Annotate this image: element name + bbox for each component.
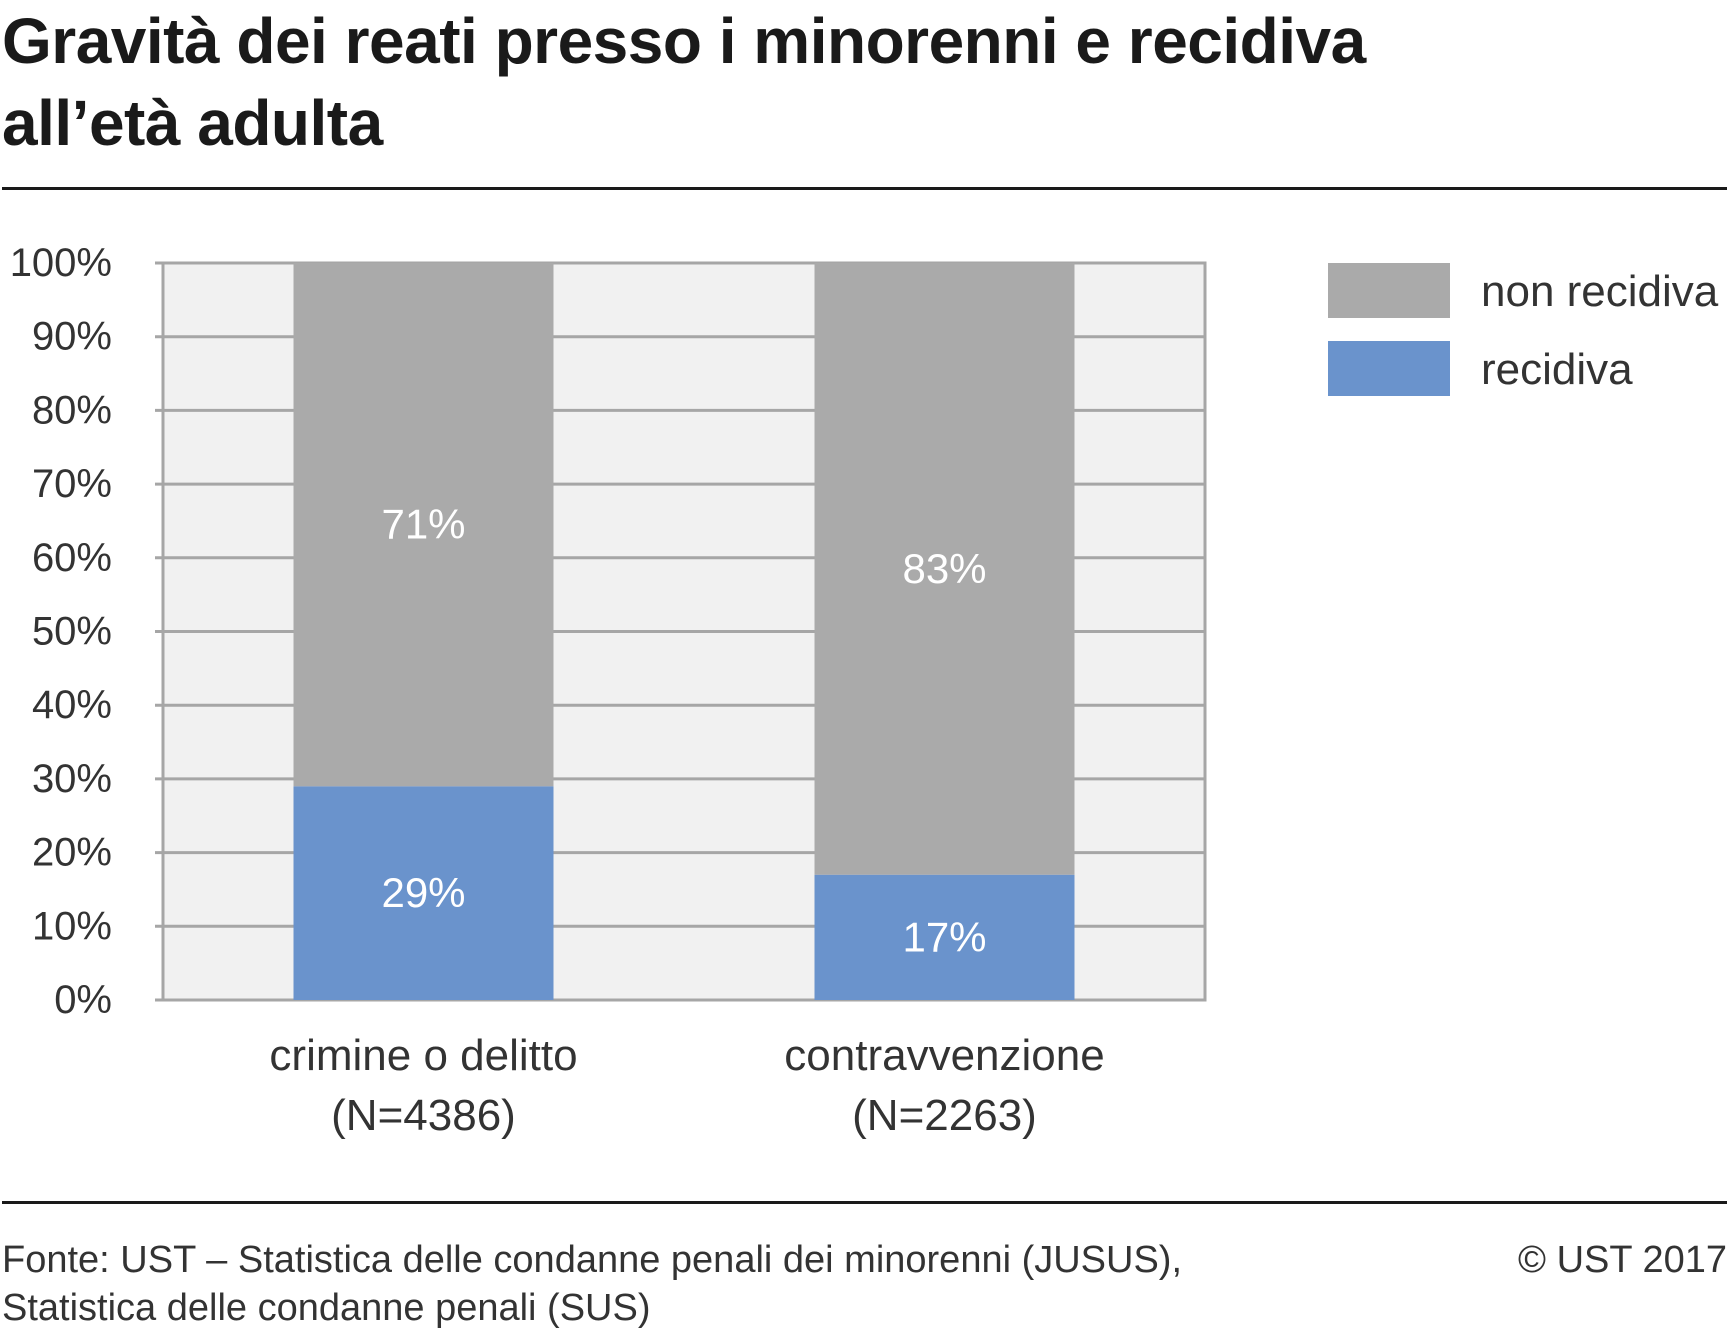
x-category-label-1-0: contravvenzione — [784, 1031, 1104, 1080]
source-line-1: Fonte: UST – Statistica delle condanne p… — [2, 1239, 1183, 1281]
chart-title: Gravità dei reati presso i minorenni e r… — [2, 0, 1502, 164]
data-label-recidiva-0: 29% — [381, 869, 465, 916]
y-tick-label-7: 70% — [32, 462, 112, 506]
copyright-note: © UST 2017 — [1518, 1239, 1727, 1281]
data-label-non-recidiva-1: 83% — [902, 545, 986, 592]
x-category-label-1-1: (N=2263) — [852, 1091, 1037, 1140]
source-line-2: Statistica delle condanne penali (SUS) — [2, 1287, 651, 1329]
y-tick-label-1: 10% — [32, 904, 112, 948]
chart-title-line-1: Gravità dei reati presso i minorenni e r… — [2, 5, 1366, 77]
data-label-non-recidiva-0: 71% — [381, 501, 465, 548]
y-tick-label-6: 60% — [32, 536, 112, 580]
legend-label-non-recidiva: non recidiva — [1481, 267, 1719, 316]
y-tick-label-10: 100% — [10, 241, 112, 285]
bar-non-recidiva-1 — [814, 263, 1075, 875]
source-note: Fonte: UST – Statistica delle condanne p… — [2, 1236, 1302, 1332]
y-tick-label-9: 90% — [32, 315, 112, 359]
top-divider — [2, 187, 1727, 190]
x-category-label-0-0: crimine o delitto — [269, 1031, 577, 1080]
legend-label-recidiva: recidiva — [1481, 345, 1633, 394]
data-label-recidiva-1: 17% — [902, 913, 986, 960]
chart-title-line-2: all’età adulta — [2, 87, 383, 159]
bar-recidiva-0 — [293, 786, 554, 1000]
y-tick-label-5: 50% — [32, 610, 112, 654]
legend-swatch-recidiva — [1328, 341, 1450, 396]
y-tick-label-3: 30% — [32, 757, 112, 801]
y-tick-label-0: 0% — [54, 978, 112, 1022]
bar-non-recidiva-0 — [293, 263, 554, 787]
bottom-divider — [2, 1201, 1727, 1204]
plot-frame — [161, 261, 1207, 1002]
y-tick-label-4: 40% — [32, 683, 112, 727]
y-tick-label-8: 80% — [32, 388, 112, 432]
legend-swatch-non-recidiva — [1328, 263, 1450, 318]
x-category-label-0-1: (N=4386) — [331, 1091, 516, 1140]
bar-recidiva-1 — [814, 874, 1075, 1000]
y-tick-label-2: 20% — [32, 831, 112, 875]
